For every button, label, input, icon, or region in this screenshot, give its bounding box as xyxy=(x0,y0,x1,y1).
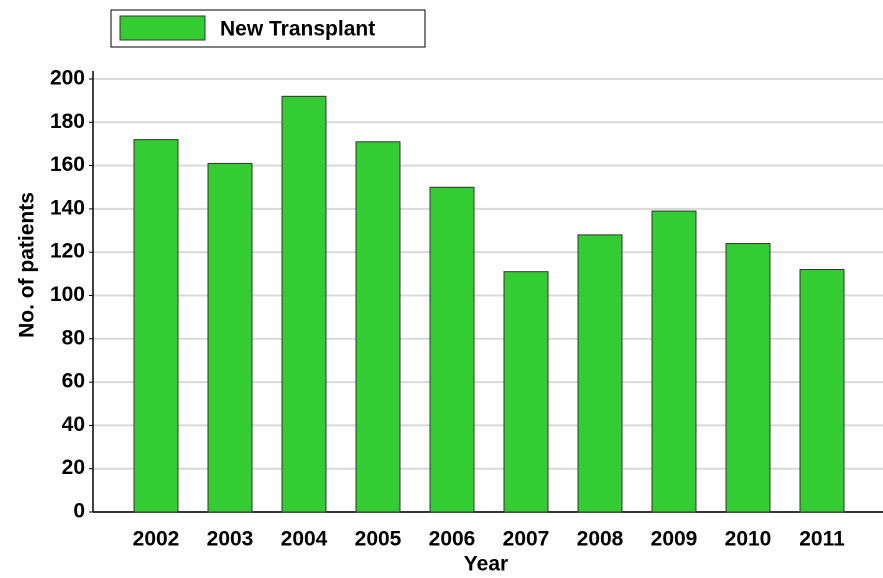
legend-label: New Transplant xyxy=(220,18,375,41)
y-tick-label: 140 xyxy=(50,196,85,219)
bar xyxy=(651,210,697,513)
legend-swatch xyxy=(119,15,206,41)
x-tick-label: 2008 xyxy=(577,528,624,551)
bar xyxy=(207,162,253,513)
x-tick-label: 2004 xyxy=(281,528,328,551)
y-tick-label: 180 xyxy=(50,110,85,133)
x-tick-label: 2005 xyxy=(355,528,402,551)
y-tick-label: 80 xyxy=(62,326,85,349)
y-tick-label: 200 xyxy=(50,67,85,90)
x-tick-label: 2009 xyxy=(651,528,698,551)
y-tick-label: 160 xyxy=(50,153,85,176)
x-tick-label: 2003 xyxy=(207,528,254,551)
x-tick-label: 2006 xyxy=(429,528,476,551)
y-tick-label: 0 xyxy=(73,500,85,523)
bar xyxy=(133,139,179,513)
bar xyxy=(577,234,623,513)
x-tick-label: 2007 xyxy=(503,528,550,551)
y-tick-label: 40 xyxy=(62,413,85,436)
bar xyxy=(799,269,845,513)
x-axis-label: Year xyxy=(464,553,508,576)
y-tick-label: 20 xyxy=(62,456,85,479)
bar xyxy=(503,271,549,513)
x-tick-label: 2011 xyxy=(799,528,845,551)
bar xyxy=(281,95,327,513)
bar xyxy=(355,141,401,513)
y-tick-label: 60 xyxy=(62,370,85,393)
y-axis-label: No. of patients xyxy=(16,192,39,338)
x-tick-label: 2010 xyxy=(725,528,772,551)
x-tick-label: 2002 xyxy=(133,528,180,551)
y-tick-label: 120 xyxy=(50,240,85,263)
bar xyxy=(725,243,771,513)
y-tick-label: 100 xyxy=(50,283,85,306)
bar xyxy=(429,186,475,513)
